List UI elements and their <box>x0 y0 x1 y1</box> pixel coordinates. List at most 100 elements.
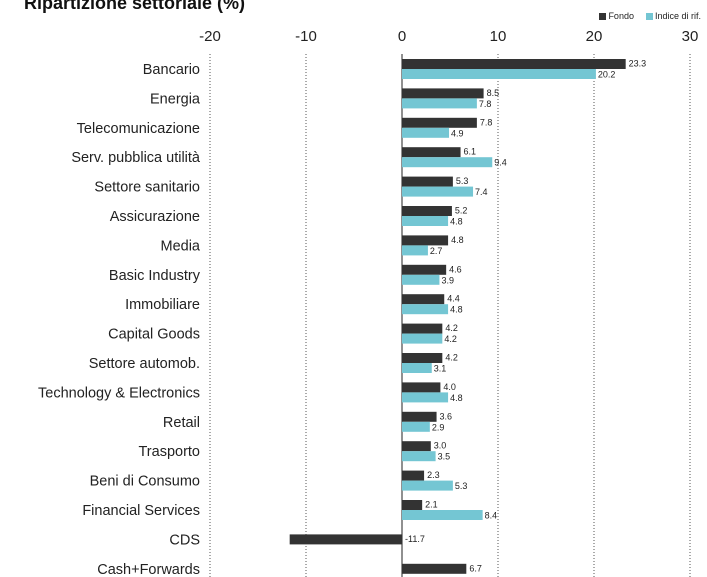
value-label-indice: 3.1 <box>434 364 447 374</box>
bar-fondo <box>402 500 423 510</box>
bar-fondo <box>402 147 461 158</box>
bar-fondo <box>402 382 441 393</box>
category-label: Telecomunicazione <box>77 121 200 137</box>
bar-indice <box>402 274 440 285</box>
x-tick-label: -10 <box>295 28 317 45</box>
bar-fondo <box>402 117 477 128</box>
bar-indice <box>402 480 453 491</box>
bar-indice <box>402 157 493 168</box>
bar-fondo <box>402 563 467 574</box>
bar-indice <box>402 510 483 520</box>
value-label-fondo: 4.8 <box>451 235 464 245</box>
value-label-fondo: 2.1 <box>425 500 438 510</box>
value-label-fondo: -11.7 <box>405 534 425 544</box>
value-label-fondo: 5.2 <box>455 206 468 216</box>
bar-indice <box>402 304 449 315</box>
value-label-indice: 8.4 <box>485 511 498 521</box>
value-label-indice: 4.9 <box>451 128 464 138</box>
chart-title: Ripartizione settoriale (%) <box>24 0 246 13</box>
x-tick-label: -20 <box>199 28 221 45</box>
legend-item-fondo: Fondo <box>599 11 634 21</box>
legend-label-indice: Indice di rif. <box>654 11 701 21</box>
value-label-fondo: 23.3 <box>629 59 647 69</box>
bar-fondo <box>402 59 626 69</box>
category-label: Energia <box>150 91 201 107</box>
bar-fondo <box>402 235 449 246</box>
category-label: Immobiliare <box>125 297 200 313</box>
value-label-indice: 4.8 <box>450 305 463 315</box>
value-label-indice: 4.2 <box>444 334 457 344</box>
category-label: Assicurazione <box>110 209 200 225</box>
category-label: Capital Goods <box>108 327 200 343</box>
bar-fondo <box>289 534 402 545</box>
category-label: Serv. pubblica utilità <box>71 150 201 166</box>
value-label-fondo: 4.2 <box>445 323 458 333</box>
bar-fondo <box>402 353 443 363</box>
bar-indice <box>402 333 443 344</box>
category-label: Media <box>161 238 201 254</box>
value-label-fondo: 4.4 <box>447 294 460 304</box>
value-label-fondo: 2.3 <box>427 470 440 480</box>
bar-fondo <box>402 323 443 334</box>
category-label: Trasporto <box>138 444 200 460</box>
x-tick-label: 30 <box>682 28 699 45</box>
bar-fondo <box>402 294 445 305</box>
value-label-fondo: 3.0 <box>434 441 447 451</box>
value-label-indice: 7.4 <box>475 187 488 197</box>
value-label-indice: 20.2 <box>598 70 616 80</box>
bar-indice <box>402 451 436 462</box>
category-label: Retail <box>163 415 200 431</box>
category-label: Settore automob. <box>89 356 200 372</box>
bar-indice <box>402 69 596 79</box>
value-label-fondo: 3.6 <box>440 411 453 421</box>
bar-fondo <box>402 411 437 422</box>
value-label-indice: 4.8 <box>450 217 463 227</box>
category-label: Settore sanitario <box>94 180 200 196</box>
value-label-indice: 2.9 <box>432 422 445 432</box>
value-label-fondo: 7.8 <box>480 117 493 127</box>
category-label: Financial Services <box>82 503 200 519</box>
value-label-indice: 3.9 <box>441 275 454 285</box>
bar-indice <box>402 216 449 226</box>
bar-fondo <box>402 441 431 452</box>
x-tick-label: 20 <box>586 28 603 45</box>
legend-swatch-indice <box>645 12 653 20</box>
x-tick-label: 0 <box>398 28 406 45</box>
value-label-fondo: 8.5 <box>487 88 500 98</box>
bar-fondo <box>402 176 453 187</box>
bar-fondo <box>402 470 425 481</box>
bar-indice <box>402 421 430 432</box>
category-label: Technology & Electronics <box>38 385 200 401</box>
category-label: Beni di Consumo <box>90 474 200 490</box>
value-label-fondo: 6.1 <box>464 147 477 157</box>
value-label-indice: 3.5 <box>438 452 451 462</box>
legend-swatch-fondo <box>599 12 607 20</box>
bar-fondo <box>402 88 484 99</box>
bar-indice <box>402 245 428 256</box>
value-label-indice: 7.8 <box>479 99 492 109</box>
value-label-indice: 2.7 <box>430 246 443 256</box>
chart-legend: Fondo Indice di rif. <box>599 11 701 21</box>
value-label-indice: 9.4 <box>494 158 507 168</box>
category-label: Cash+Forwards <box>97 562 200 577</box>
category-label: Basic Industry <box>109 268 201 284</box>
x-tick-label: 10 <box>490 28 507 45</box>
legend-item-indice: Indice di rif. <box>645 11 701 21</box>
value-label-fondo: 4.6 <box>449 264 462 274</box>
value-label-fondo: 4.0 <box>443 382 456 392</box>
bar-fondo <box>402 206 452 216</box>
value-label-indice: 5.3 <box>455 481 468 491</box>
bar-indice <box>402 186 474 197</box>
legend-label-fondo: Fondo <box>608 11 634 21</box>
bar-indice <box>402 127 450 138</box>
bar-indice <box>402 98 477 109</box>
value-label-indice: 4.8 <box>450 393 463 403</box>
value-label-fondo: 6.7 <box>469 563 482 573</box>
category-label: CDS <box>169 532 200 548</box>
bar-indice <box>402 392 449 403</box>
category-label: Bancario <box>143 62 200 78</box>
bar-indice <box>402 363 432 373</box>
value-label-fondo: 5.3 <box>456 176 469 186</box>
bar-fondo <box>402 264 447 275</box>
